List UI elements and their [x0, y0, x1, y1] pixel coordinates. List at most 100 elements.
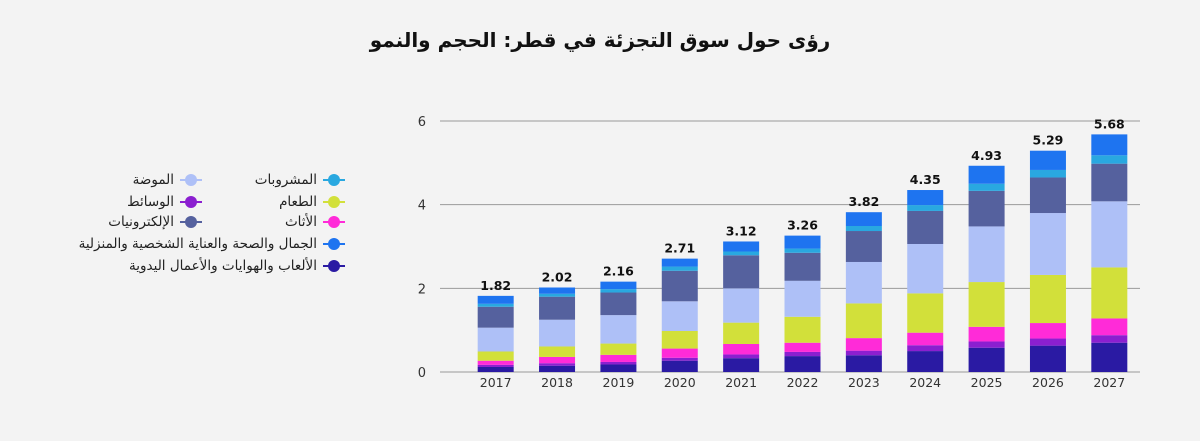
bar-total-label: 2.16: [603, 264, 634, 279]
legend-label: الطعام: [279, 194, 317, 210]
bar-segment: [600, 281, 637, 290]
bar-segment: [968, 347, 1005, 372]
bar-segment: [1091, 134, 1128, 156]
x-tick-label: 2021: [725, 375, 757, 390]
bar-segment: [968, 190, 1005, 227]
bar-segment: [1091, 163, 1128, 202]
legend-marker-icon: [323, 237, 345, 251]
bar-segment: [968, 282, 1005, 327]
bar-segment: [661, 258, 698, 267]
bar-segment: [784, 252, 821, 281]
bar-segment: [845, 350, 882, 356]
bar-segment: [723, 251, 760, 256]
bar-segment: [845, 231, 882, 262]
legend-marker-icon: [323, 259, 345, 273]
bar-segment: [907, 205, 944, 211]
bar-total-label: 1.82: [480, 278, 511, 293]
bar-total-label: 2.71: [664, 241, 695, 256]
bar-segment: [600, 361, 637, 365]
bar-segment: [600, 343, 637, 355]
bar-segment: [539, 346, 576, 357]
legend-label: المشروبات: [254, 172, 317, 188]
bar-segment: [723, 343, 760, 355]
bar-segment: [477, 351, 514, 361]
x-tick-label: 2023: [848, 375, 880, 390]
bar-segment: [723, 354, 760, 359]
legend-marker-icon: [323, 173, 345, 187]
bar-segment: [539, 296, 576, 320]
bar-total-label: 2.02: [542, 269, 573, 284]
bar-segment: [907, 210, 944, 244]
bar-segment: [1029, 213, 1066, 275]
bar-segment: [845, 226, 882, 232]
bar-segment: [845, 212, 882, 227]
y-tick-label: 4: [418, 199, 426, 214]
bar-segment: [784, 235, 821, 249]
bar-segment: [968, 165, 1005, 184]
bar-segment: [845, 338, 882, 351]
bar-segment: [784, 316, 821, 343]
bar-segment: [723, 358, 760, 372]
bar-segment: [907, 243, 944, 294]
bar-segment: [1029, 345, 1066, 372]
legend-item: المشروبات: [255, 172, 345, 188]
x-tick-label: 2019: [603, 375, 635, 390]
bar-segment: [539, 287, 576, 294]
legend-item: الإلكترونيات: [108, 214, 202, 230]
bar-segment: [661, 348, 698, 358]
bar-segment: [477, 303, 514, 307]
bar-segment: [1029, 323, 1066, 339]
bar-segment: [723, 255, 760, 289]
x-tick-label: 2018: [541, 375, 573, 390]
x-tick-label: 2025: [971, 375, 1003, 390]
bar-segment: [968, 183, 1005, 191]
y-tick-label: 2: [418, 282, 426, 297]
bar-segment: [1029, 338, 1066, 346]
bar-segment: [1091, 318, 1128, 336]
bar-segment: [1029, 150, 1066, 170]
bar-segment: [600, 292, 637, 316]
bar-segment: [968, 226, 1005, 283]
bar-segment: [600, 289, 637, 293]
bar-segment: [1029, 169, 1066, 178]
bar-segment: [661, 360, 698, 372]
bar-segment: [1091, 267, 1128, 319]
bar-segment: [784, 342, 821, 352]
legend-item: الوسائط: [127, 194, 202, 210]
bar-segment: [968, 326, 1005, 342]
bar-segment: [907, 351, 944, 372]
bar-segment: [1091, 342, 1128, 372]
legend-label: الجمال والصحة والعناية الشخصية والمنزلية: [78, 236, 317, 252]
x-tick-label: 2027: [1093, 375, 1125, 390]
bar-total-label: 3.82: [848, 194, 879, 209]
bar-segment: [661, 266, 698, 271]
bar-segment: [907, 332, 944, 346]
bar-segment: [477, 295, 514, 304]
bar-segment: [1029, 274, 1066, 324]
bar-total-label: 5.68: [1094, 116, 1125, 131]
bar-segment: [600, 364, 637, 372]
legend-marker-icon: [323, 215, 345, 229]
bar-total-label: 5.29: [1033, 133, 1064, 148]
bar-segment: [477, 327, 514, 352]
x-tick-label: 2017: [480, 375, 512, 390]
bar-segment: [784, 356, 821, 372]
bar-segment: [968, 341, 1005, 348]
bar-segment: [845, 355, 882, 372]
y-tick-label: 0: [418, 366, 426, 381]
bar-segment: [539, 319, 576, 347]
bar-segment: [907, 293, 944, 333]
x-tick-label: 2026: [1032, 375, 1064, 390]
bar-segment: [1091, 155, 1128, 164]
legend-label: الإلكترونيات: [108, 214, 174, 230]
bar-total-label: 3.26: [787, 218, 818, 233]
legend-marker-icon: [180, 215, 202, 229]
legend-label: الوسائط: [127, 194, 174, 210]
bar-total-label: 3.12: [726, 223, 757, 238]
legend-label: الأثاث: [284, 214, 317, 230]
legend-marker-icon: [323, 195, 345, 209]
bar-segment: [723, 322, 760, 344]
bar-segment: [477, 366, 514, 372]
bar-segment: [661, 270, 698, 302]
